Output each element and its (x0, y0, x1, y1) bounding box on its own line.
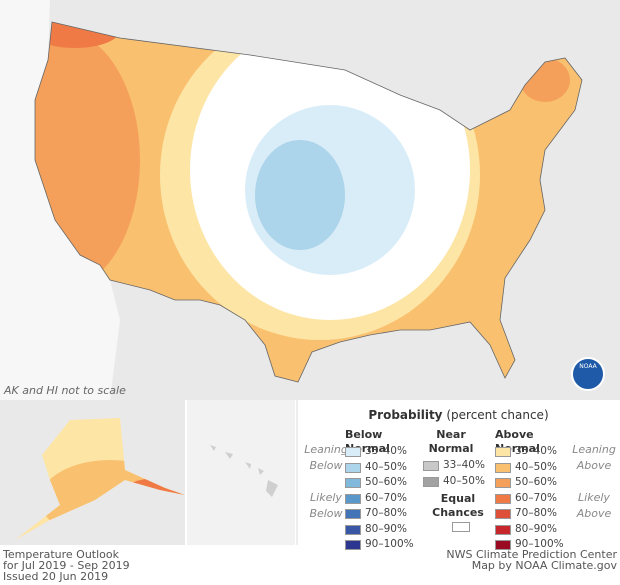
legend-swatch (495, 462, 511, 473)
side-label: Likely Above (576, 491, 612, 520)
legend-swatch (423, 461, 439, 471)
side-label: Likely Below (309, 491, 343, 520)
legend-swatch (345, 540, 361, 550)
legend-label: 33–40% (443, 459, 485, 471)
column-heading: Near Normal (428, 428, 474, 455)
legend-label: 60–70% (365, 491, 407, 504)
legend-label: 33–40% (515, 445, 557, 457)
legend-label: 33–40% (365, 445, 407, 457)
legend-swatch (495, 524, 511, 535)
legend-label: 70–80% (515, 507, 557, 519)
region (255, 140, 345, 250)
legend-label: 40–50% (365, 460, 407, 473)
legend-subtitle: (percent chance) (446, 408, 549, 422)
legend-swatch (495, 540, 511, 550)
legend-swatch (345, 509, 361, 519)
legend-swatch (495, 509, 511, 519)
footer-line: Temperature Outlook (3, 548, 120, 561)
legend-title-main: Probability (368, 408, 443, 422)
legend-label: 60–70% (515, 491, 557, 504)
legend-swatch (423, 476, 439, 487)
footer-line: NWS Climate Prediction Center (446, 548, 617, 561)
noaa-logo (571, 357, 605, 391)
legend-label: 90–100% (365, 538, 414, 550)
legend-swatch (345, 447, 361, 457)
legend-label: 50–60% (515, 476, 557, 488)
region (35, 30, 140, 290)
legend-swatch (345, 462, 361, 473)
footer-line: Issued 20 Jun 2019 (3, 570, 109, 583)
legend-label: 90–100% (515, 538, 564, 550)
side-label: Leaning Above (572, 443, 616, 472)
legend-label: 70–80% (365, 507, 407, 519)
legend-title: Probability (percent chance) (297, 408, 620, 422)
legend-label: 50–60% (365, 476, 407, 488)
region (35, 22, 120, 48)
legend-label: 80–90% (515, 522, 557, 535)
equal-chances-swatch (452, 522, 470, 532)
map: NOAA (0, 0, 620, 545)
footer-left: Temperature Outlook for Jul 2019 - Sep 20… (3, 549, 130, 582)
footer-line: Map by NOAA Climate.gov (471, 559, 617, 572)
us-border (34, 21, 583, 383)
legend-swatch (495, 447, 511, 457)
equal-chances-label: Equal Chances (432, 492, 484, 519)
hi-islands (210, 445, 278, 497)
side-label: Leaning Below (304, 443, 348, 472)
legend-swatch (345, 478, 361, 488)
legend-swatch (495, 478, 511, 488)
footer-line: for Jul 2019 - Sep 2019 (3, 559, 130, 572)
legend-label: 80–90% (365, 522, 407, 535)
hi-panel (187, 400, 295, 545)
legend-label: 40–50% (443, 474, 485, 487)
legend-swatch (495, 493, 511, 504)
legend-swatch (345, 493, 361, 504)
scale-note: AK and HI not to scale (4, 384, 126, 397)
logo-text: NOAA (579, 363, 597, 370)
ocean (0, 0, 120, 400)
legend-swatch (345, 524, 361, 535)
legend-label: 40–50% (515, 460, 557, 473)
footer-right: NWS Climate Prediction Center Map by NOAA… (446, 549, 617, 571)
